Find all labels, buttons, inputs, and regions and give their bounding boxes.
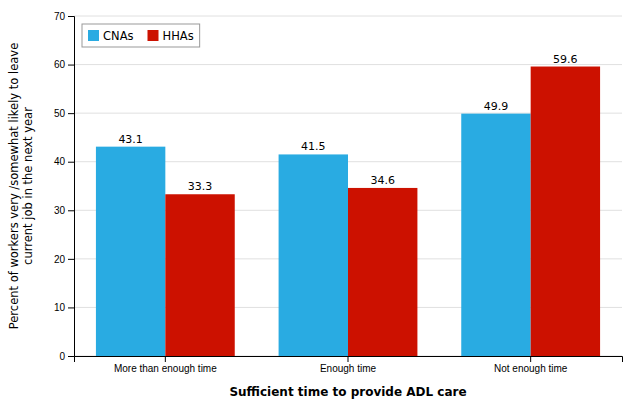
tick: 30: [54, 205, 74, 216]
data-label: 43.1: [118, 133, 143, 146]
tick: 0: [59, 351, 74, 362]
tick-mark: [165, 356, 166, 362]
tick-label: Not enough time: [494, 363, 568, 374]
tick-label: 60: [54, 59, 66, 70]
legend-label: HHAs: [163, 29, 194, 43]
data-labels: 43.1 41.5 49.9 33.3 34.6 59.6: [118, 53, 577, 194]
chart: 43.1 41.5 49.9 33.3 34.6 59.6 0 10 20 30 40 50 60 70 M…: [0, 0, 638, 408]
grid-line: [74, 16, 622, 17]
axis-line: [68, 17, 75, 357]
data-label: 41.5: [301, 140, 326, 153]
bar: [461, 114, 530, 356]
y-axis-title: Percent of workers very /somewhat likely…: [7, 43, 35, 329]
tick-mark: [68, 16, 74, 17]
bars: [96, 67, 600, 356]
plot: 43.1 41.5 49.9 33.3 34.6 59.6 0 10 20 30 40 50 60 70 M…: [54, 11, 623, 374]
legend-box: [82, 24, 200, 47]
y-axis-title-line: current job in the next year: [21, 107, 35, 265]
tick: More than enough time: [114, 356, 217, 374]
tick: 70: [54, 11, 74, 22]
bar: [348, 188, 417, 356]
bar: [96, 147, 165, 356]
axis-line: [75, 357, 623, 363]
tick-label: 50: [54, 108, 66, 119]
tick: 60: [54, 59, 74, 70]
tick-mark: [68, 113, 74, 114]
data-label: 34.6: [370, 174, 395, 187]
data-label: 59.6: [553, 53, 578, 66]
tick-mark: [530, 356, 531, 362]
tick-label: 10: [54, 302, 66, 313]
tick-mark: [348, 356, 349, 362]
x-axis-title: Sufficient time to provide ADL care: [229, 385, 466, 399]
legend-item: CNAs: [88, 29, 134, 43]
legend-swatch: [88, 30, 99, 41]
tick-mark: [68, 210, 74, 211]
tick-mark: [68, 356, 74, 357]
tick-label: 0: [59, 351, 65, 362]
tick-mark: [68, 259, 74, 260]
tick-mark: [68, 65, 74, 66]
tick: 40: [54, 156, 74, 167]
y-axis: 0 10 20 30 40 50 60 70: [54, 11, 75, 362]
tick-label: 20: [54, 254, 66, 265]
bar: [531, 67, 600, 356]
bar: [165, 194, 234, 356]
tick-mark: [68, 307, 74, 308]
tick-label: 70: [54, 11, 66, 22]
bar: [279, 154, 348, 356]
tick: 10: [54, 302, 74, 313]
grid-line: [74, 64, 622, 65]
legend-item: HHAs: [148, 29, 194, 43]
tick-label: 40: [54, 156, 66, 167]
grid: [74, 16, 622, 356]
x-axis: More than enough time Enough time Not enou…: [75, 356, 623, 374]
y-axis-title-line: Percent of workers very /somewhat likely…: [7, 43, 21, 329]
legend: CNAs HHAs: [82, 24, 200, 47]
tick-mark: [68, 162, 74, 163]
tick-label: More than enough time: [114, 363, 217, 374]
tick: 20: [54, 254, 74, 265]
legend-label: CNAs: [103, 29, 134, 43]
tick-label: Enough time: [320, 363, 377, 374]
legend-swatch: [148, 30, 159, 41]
data-label: 33.3: [188, 180, 213, 193]
tick-label: 30: [54, 205, 66, 216]
data-label: 49.9: [484, 100, 509, 113]
tick: Not enough time: [494, 356, 568, 374]
tick: Enough time: [320, 356, 377, 374]
tick: 50: [54, 108, 74, 119]
